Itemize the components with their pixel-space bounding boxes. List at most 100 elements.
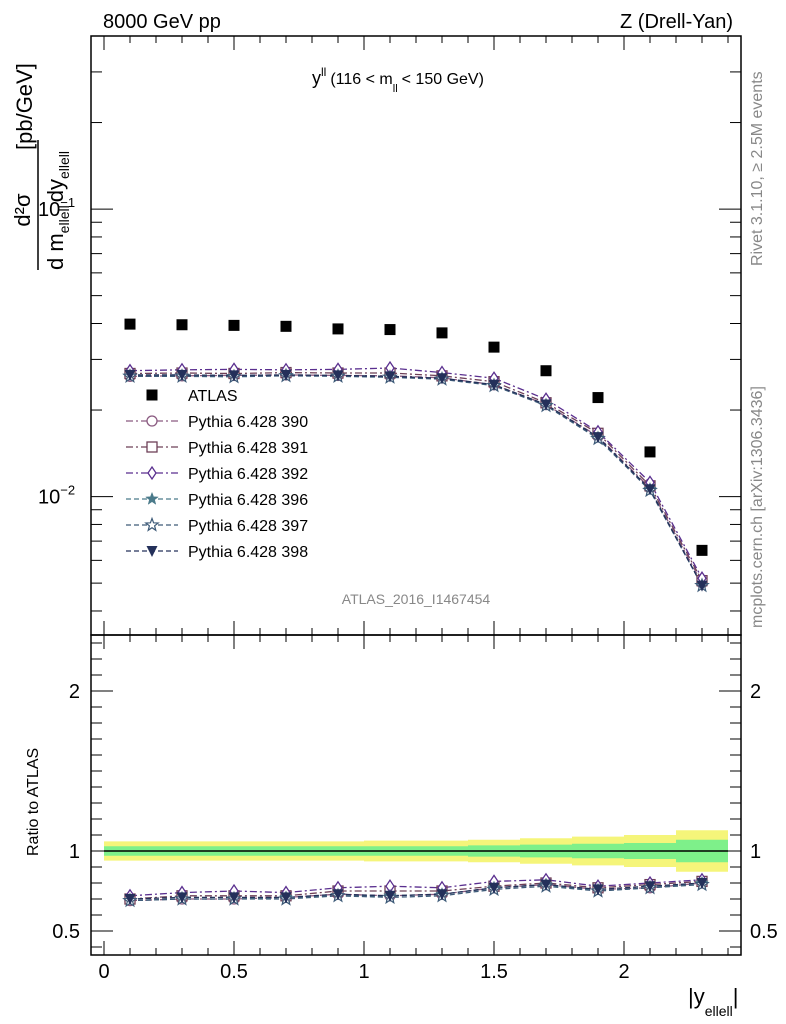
- series-line-ratio: [129, 882, 703, 902]
- ylabel-unit: [pb/GeV]: [12, 63, 37, 150]
- legend-label: Pythia 6.428 396: [188, 492, 308, 509]
- series-line-main: [129, 374, 703, 584]
- ylabel-denominator: d mellelldyellell: [43, 151, 72, 270]
- series-point-ratio: [384, 890, 396, 902]
- x-axis-label: |yellell|: [688, 984, 738, 1019]
- ratio-y-axis-label: Ratio to ATLAS: [25, 748, 42, 856]
- ylabel-den-sub2: ellell: [56, 151, 72, 179]
- series-point-main: [176, 369, 188, 381]
- series-point-main: [592, 432, 604, 444]
- series-line-main: [129, 367, 703, 579]
- ratio-tick-label-right: 0.5: [750, 921, 778, 943]
- x-tick-label: 0.5: [220, 961, 248, 983]
- atlas-data-point: [176, 319, 188, 331]
- main-y-axis-fraction: d²σ d mellelldyellell: [10, 140, 72, 270]
- y-tick-base: 10: [38, 199, 60, 221]
- atlas-data-point: [540, 365, 552, 377]
- rivet-label: Rivet 3.1.10, ≥ 2.5M events: [749, 71, 766, 266]
- xlabel-close: |: [733, 984, 739, 1009]
- plot-title-range-open: (116 < m: [330, 71, 392, 88]
- series-point-ratio: [228, 892, 240, 904]
- atlas-data-point: [592, 392, 604, 404]
- y-tick-base: 10: [38, 487, 60, 509]
- x-tick-label: 1: [358, 961, 369, 983]
- series-line-ratio: [129, 880, 703, 900]
- legend-marker-atlas: [146, 389, 158, 401]
- main-y-axis-label: [pb/GeV]: [12, 63, 37, 150]
- series-point-ratio: [488, 882, 500, 894]
- y-tick-label: 10−2: [38, 483, 75, 509]
- xlabel-sub: ellell: [705, 1003, 733, 1019]
- ratio-tick-label-left: 2: [69, 681, 80, 703]
- series-point-main: [332, 370, 344, 382]
- plot-title-range-close: < 150 GeV): [402, 71, 484, 88]
- series-point-main: [280, 369, 292, 381]
- atlas-data-point: [696, 544, 708, 556]
- series-point-main: [228, 370, 240, 382]
- legend-marker: [146, 546, 158, 557]
- atlas-data-point: [280, 320, 292, 332]
- ratio-tick-label-left: 0.5: [52, 921, 80, 943]
- series-markers: [122, 318, 710, 908]
- plot-title-m-sub: ll: [393, 83, 398, 95]
- ratio-tick-label-right: 1: [750, 841, 761, 863]
- y-tick-exponent: −2: [60, 483, 75, 498]
- ratio-tick-label-right: 2: [750, 681, 761, 703]
- analysis-id: ATLAS_2016_I1467454: [342, 591, 491, 607]
- series-point-ratio: [696, 878, 708, 889]
- atlas-data-point: [644, 446, 656, 458]
- ratio-uncertainty-band: [104, 830, 728, 872]
- series-point-main: [436, 373, 448, 385]
- series-point-ratio: [592, 884, 604, 896]
- series-point-ratio: [280, 892, 292, 904]
- series-point-ratio: [332, 889, 344, 901]
- series-point-ratio: [644, 881, 656, 893]
- series-point-ratio: [124, 894, 136, 905]
- legend-marker: [146, 415, 158, 427]
- ratio-tick-label-left: 1: [69, 841, 80, 863]
- ylabel-den-dy: dy: [43, 179, 68, 202]
- x-tick-label: 2: [618, 961, 629, 983]
- atlas-data-point: [332, 323, 344, 335]
- ylabel-den-d: d m: [43, 233, 68, 270]
- plot-title-y-sup: ll: [321, 65, 326, 79]
- legend-marker: [144, 516, 160, 532]
- series-line-ratio: [129, 879, 703, 897]
- x-tick-label: 0: [98, 961, 109, 983]
- legend-label: Pythia 6.428 398: [188, 544, 308, 561]
- atlas-data-point: [488, 341, 500, 353]
- plot-title: yll (116 < mll< 150 GeV): [312, 65, 484, 95]
- series-point-main: [696, 580, 708, 592]
- legend-marker: [147, 465, 157, 481]
- series-lines: [129, 367, 703, 902]
- series-line-main: [129, 371, 703, 581]
- mcplots-label: mcplots.cern.ch [arXiv:1306.3436]: [749, 386, 766, 628]
- series-point-ratio: [436, 889, 448, 901]
- legend-label-atlas: ATLAS: [188, 388, 238, 405]
- plot-title-y: y: [312, 68, 321, 88]
- ratio-plot-frame: [90, 634, 742, 956]
- ylabel-den-sub: ellell: [56, 205, 72, 233]
- legend-marker: [146, 441, 158, 453]
- y-tick-exponent: −1: [60, 195, 75, 210]
- series-point-ratio: [176, 892, 188, 904]
- legend-marker: [145, 491, 159, 505]
- series-point-main: [488, 379, 500, 391]
- legend-label: Pythia 6.428 392: [188, 466, 308, 483]
- axes-ticks: 0 0.5 1 1.5 210−110−20.5 0.51 12 2: [38, 35, 778, 983]
- atlas-data-point: [384, 324, 396, 336]
- ylabel-numerator: d²σ: [10, 193, 35, 227]
- legend: ATLAS Pythia 6.428 390 Pythia 6.428 391 Pyt…: [126, 388, 308, 561]
- header-left: 8000 GeV pp: [103, 11, 221, 33]
- atlas-data-point: [228, 319, 240, 331]
- series-point-ratio: [540, 879, 552, 891]
- legend-label: Pythia 6.428 390: [188, 414, 308, 431]
- legend-label: Pythia 6.428 391: [188, 440, 308, 457]
- series-point-main: [644, 484, 656, 496]
- y-tick-label: 10−1: [38, 195, 75, 221]
- legend-label: Pythia 6.428 397: [188, 518, 308, 535]
- x-tick-label: 1.5: [480, 961, 508, 983]
- atlas-data-point: [436, 327, 448, 339]
- series-point-main: [540, 399, 552, 411]
